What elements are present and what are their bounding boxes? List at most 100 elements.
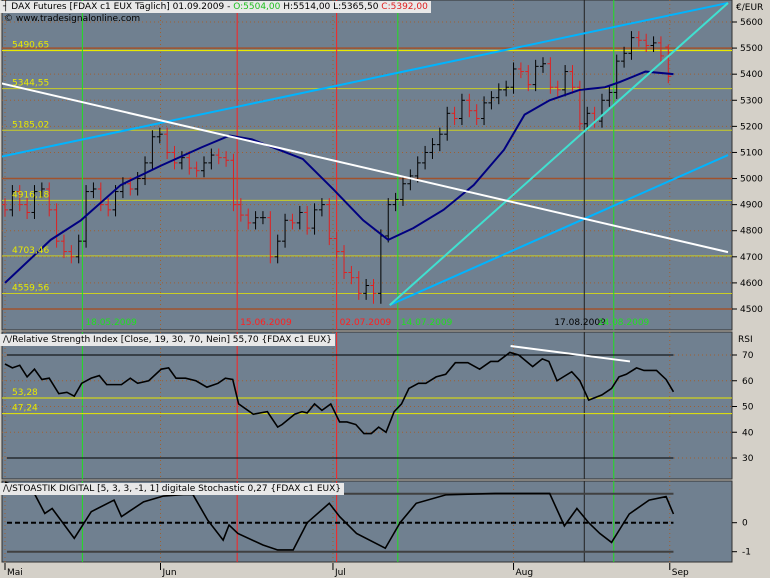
ohlc-bar [223,151,230,167]
trendline [389,2,729,306]
trendline [389,154,729,306]
ohlc-bar [289,213,296,230]
date-marker-label: 17.08.2009 [554,318,606,328]
ohlc-bar [510,62,517,94]
month-label: Jul [334,568,346,578]
ohlc-bar [429,138,436,159]
price-tick-label: 4800 [740,227,763,237]
ohlc-bar [569,65,576,94]
ohlc-bar [657,36,664,63]
ohlc-bar [621,46,628,68]
chart-type-icon: ┤ [3,2,9,12]
ohlc-bar [105,198,112,217]
ohlc-bar [532,59,539,92]
ohlc-bar [628,31,635,60]
price-tick-label: 4900 [740,201,763,211]
instrument-header: ┤ DAX Futures [FDAX c1 EUX Täglich] 01.0… [0,1,431,13]
month-label: Mai [7,568,23,578]
ohlc-bar [318,198,325,217]
rsi-title: /\/Relative Strength Index [Close, 19, 3… [0,334,335,346]
level-label: 4916,18 [12,190,49,200]
low-value: L:5365,50 [333,2,379,12]
rsi-axis-unit: RSI [738,335,753,345]
ohlc-bar [525,65,532,92]
ohlc-bar [60,234,67,259]
ohlc-bar [38,182,45,199]
month-label: Jun [162,568,177,578]
copyright: © www.tradesignalonline.com [4,14,141,24]
price-tick-label: 4700 [740,253,763,263]
ohlc-bar [348,265,355,285]
ohlc-bar [547,57,554,94]
ohlc-bar [90,182,97,199]
rsi-line [4,351,675,435]
ohlc-bar [156,127,163,144]
ohlc-bar [311,203,318,235]
ohlc-bar [554,80,561,97]
stoch-tick-label: 0 [742,519,748,529]
ohlc-bar [385,198,392,243]
trendline [2,1,729,158]
date-marker-label: 15.06.2009 [240,318,292,328]
trendline [2,82,729,254]
level-label: 5185,02 [12,120,49,130]
ohlc-bar [9,185,16,217]
ohlc-bar [444,106,451,141]
ohlc-bar [451,106,458,126]
ohlc-bar [142,156,149,186]
ohlc-bar [208,148,215,170]
stochastic-title-text: STOASTIK DIGITAL [5, 3, 3, -1, 1] digita… [12,484,341,494]
rsi-level-label: 47,24 [12,404,38,414]
ohlc-bar [562,65,569,97]
ohlc-bar [326,198,333,246]
rsi-level-label: 53,28 [12,388,38,398]
ohlc-bar [613,54,620,99]
ohlc-bar [643,33,650,53]
price-tick-label: 4500 [740,305,763,315]
level-label: 4559,56 [12,283,49,293]
bar-date: 01.09.2009 [172,2,225,12]
stoch-tick-label: -1 [742,548,751,558]
ohlc-bar [458,93,465,126]
ohlc-bar [178,151,185,170]
price-tick-label: 5400 [740,70,763,80]
ohlc-bar [333,232,340,259]
ohlc-bar [473,104,480,126]
stochastic-title: /\/STOASTIK DIGITAL [5, 3, 3, -1, 1] dig… [0,483,344,495]
high-value: H:5514,00 [283,2,331,12]
ohlc-bar [466,93,473,118]
ohlc-bar [495,83,502,105]
ohlc-bar [193,161,200,178]
indicator-icon: /\/ [3,335,13,345]
ohlc-bar [68,245,75,264]
ohlc-bar [481,96,488,126]
stochastic-line [4,481,675,551]
ohlc-bar [606,85,613,107]
open-value: O:5504,00 [233,2,281,12]
ohlc-bar [215,148,222,165]
ohlc-bar [245,208,252,230]
price-pane [1,0,733,331]
rsi-pane-layer [2,332,732,479]
rsi-tick-label: 70 [742,351,754,361]
date-marker-label: 18.05.2009 [85,318,137,328]
ohlc-bar [296,205,303,230]
ohlc-bar [237,198,244,222]
ohlc-bar [363,278,370,300]
ohlc-bar [304,205,311,235]
rsi-tick-label: 60 [742,377,754,387]
level-label: 5490,65 [12,41,49,51]
ohlc-bar [584,106,591,131]
level-label: 5344,55 [12,79,49,89]
separator: - [227,2,231,12]
ohlc-bar [422,145,429,170]
date-marker-label: 24.08.2009 [598,318,650,328]
ohlc-bar [517,62,524,79]
ohlc-bar [149,130,156,170]
ohlc-bar [399,177,406,206]
rsi-tick-label: 40 [742,428,754,438]
ohlc-bar [414,156,421,183]
ohlc-bar [341,245,348,279]
ohlc-bar [24,198,31,219]
